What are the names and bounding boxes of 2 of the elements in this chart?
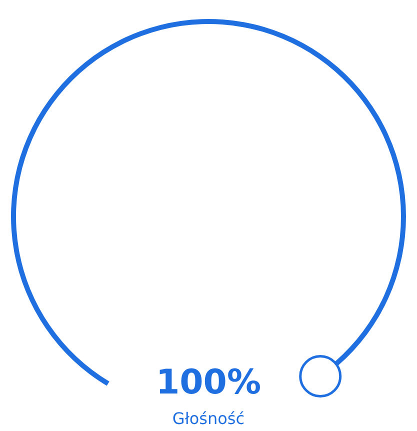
data-label: 100%: [156, 362, 262, 402]
slice-label: Głośność: [172, 409, 245, 428]
